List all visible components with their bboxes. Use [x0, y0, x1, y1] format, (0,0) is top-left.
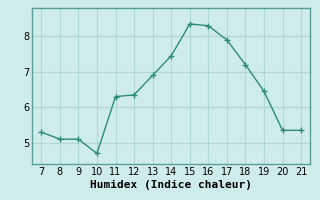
X-axis label: Humidex (Indice chaleur): Humidex (Indice chaleur) [90, 180, 252, 190]
